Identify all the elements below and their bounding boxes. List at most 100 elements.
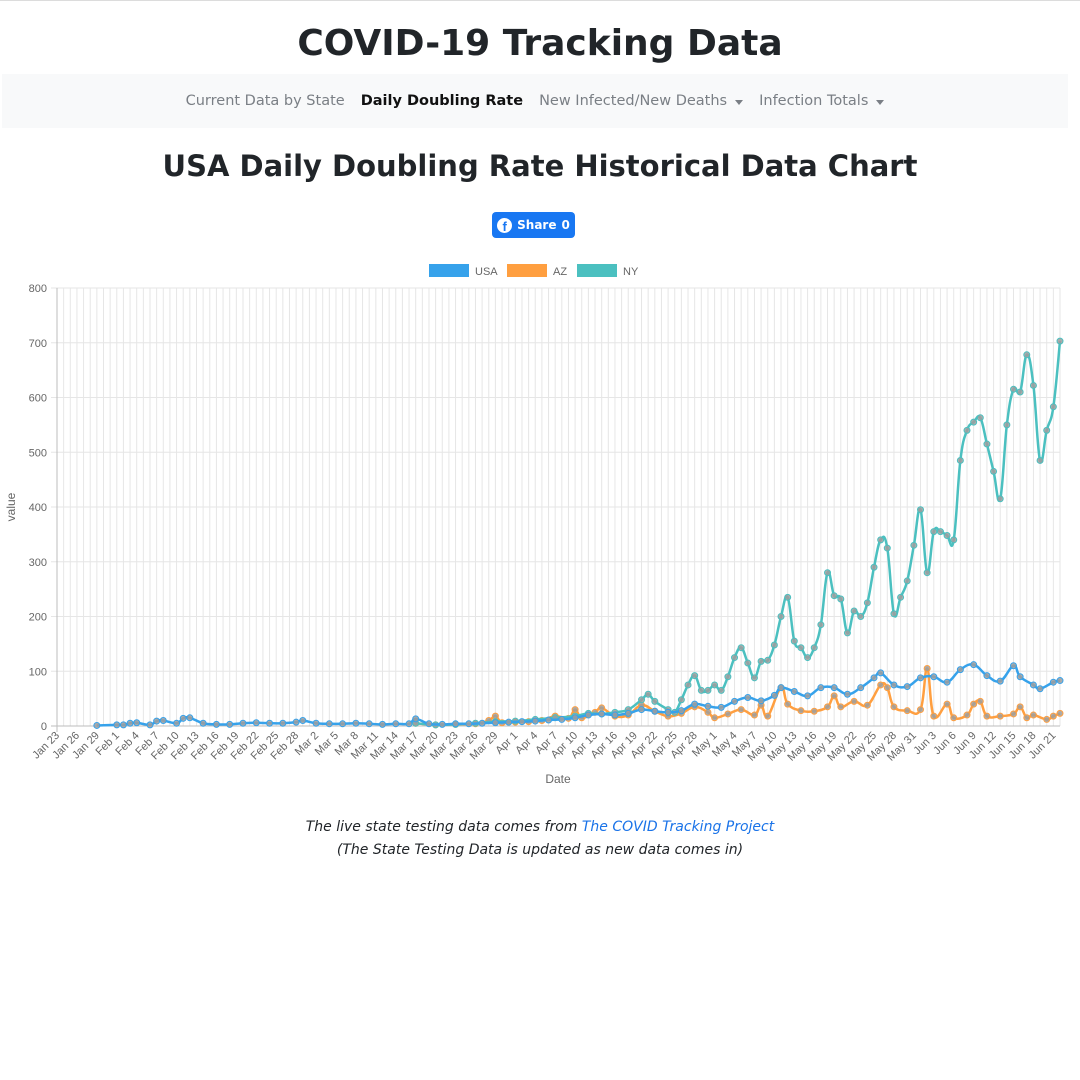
data-point-ny[interactable] xyxy=(638,696,646,704)
data-point-ny[interactable] xyxy=(950,536,958,544)
data-point-ny[interactable] xyxy=(996,495,1004,503)
data-point-az[interactable] xyxy=(1023,714,1031,722)
data-point-usa[interactable] xyxy=(545,716,553,724)
data-point-ny[interactable] xyxy=(863,599,871,607)
data-point-ny[interactable] xyxy=(697,686,705,694)
data-point-usa[interactable] xyxy=(378,720,386,728)
data-point-usa[interactable] xyxy=(93,721,101,729)
data-point-ny[interactable] xyxy=(711,681,719,689)
data-point-usa[interactable] xyxy=(153,717,161,725)
data-point-ny[interactable] xyxy=(943,531,951,539)
data-point-ny[interactable] xyxy=(684,681,692,689)
data-point-ny[interactable] xyxy=(717,686,725,694)
data-point-usa[interactable] xyxy=(505,718,513,726)
data-point-ny[interactable] xyxy=(910,541,918,549)
data-point-usa[interactable] xyxy=(531,717,539,725)
data-point-usa[interactable] xyxy=(777,684,785,692)
data-point-usa[interactable] xyxy=(405,720,413,728)
data-point-usa[interactable] xyxy=(226,720,234,728)
data-point-usa[interactable] xyxy=(611,711,619,719)
data-point-ny[interactable] xyxy=(843,629,851,637)
data-point-az[interactable] xyxy=(877,681,885,689)
data-point-usa[interactable] xyxy=(412,715,420,723)
data-point-usa[interactable] xyxy=(651,707,659,715)
data-point-ny[interactable] xyxy=(1049,403,1057,411)
data-point-ny[interactable] xyxy=(804,654,812,662)
data-point-az[interactable] xyxy=(830,692,838,700)
data-point-usa[interactable] xyxy=(571,714,579,722)
data-point-usa[interactable] xyxy=(292,718,300,726)
data-point-ny[interactable] xyxy=(651,697,659,705)
data-point-az[interactable] xyxy=(1049,712,1057,720)
data-point-az[interactable] xyxy=(598,704,606,712)
data-point-ny[interactable] xyxy=(837,595,845,603)
data-point-usa[interactable] xyxy=(704,702,712,710)
data-point-usa[interactable] xyxy=(186,714,194,722)
data-point-usa[interactable] xyxy=(691,700,699,708)
data-point-usa[interactable] xyxy=(970,661,978,669)
data-point-ny[interactable] xyxy=(1036,456,1044,464)
data-point-az[interactable] xyxy=(970,700,978,708)
data-point-az[interactable] xyxy=(923,665,931,673)
data-point-usa[interactable] xyxy=(438,720,446,728)
data-point-usa[interactable] xyxy=(804,692,812,700)
data-point-az[interactable] xyxy=(1043,715,1051,723)
data-point-ny[interactable] xyxy=(990,467,998,475)
data-point-usa[interactable] xyxy=(877,669,885,677)
data-point-ny[interactable] xyxy=(1010,385,1018,393)
facebook-share-button[interactable]: f Share 0 xyxy=(492,212,575,238)
data-point-ny[interactable] xyxy=(970,418,978,426)
data-point-usa[interactable] xyxy=(638,706,646,714)
data-point-usa[interactable] xyxy=(790,688,798,696)
data-point-az[interactable] xyxy=(1016,703,1024,711)
data-point-usa[interactable] xyxy=(119,721,127,729)
data-point-usa[interactable] xyxy=(392,720,400,728)
data-point-usa[interactable] xyxy=(890,681,898,689)
nav-current-data[interactable]: Current Data by State xyxy=(178,93,353,109)
data-point-ny[interactable] xyxy=(790,637,798,645)
data-point-az[interactable] xyxy=(784,700,792,708)
data-point-az[interactable] xyxy=(943,700,951,708)
data-point-ny[interactable] xyxy=(897,593,905,601)
data-point-usa[interactable] xyxy=(126,719,134,727)
data-point-usa[interactable] xyxy=(1049,678,1057,686)
data-point-usa[interactable] xyxy=(598,710,606,718)
data-point-usa[interactable] xyxy=(664,708,672,716)
data-point-ny[interactable] xyxy=(817,621,825,629)
data-point-ny[interactable] xyxy=(883,544,891,552)
data-point-az[interactable] xyxy=(764,712,772,720)
data-point-ny[interactable] xyxy=(824,569,832,577)
data-point-usa[interactable] xyxy=(352,719,360,727)
data-point-ny[interactable] xyxy=(917,506,925,514)
legend-label-az[interactable]: AZ xyxy=(553,266,567,278)
data-point-az[interactable] xyxy=(724,710,732,718)
data-point-usa[interactable] xyxy=(1036,685,1044,693)
data-point-ny[interactable] xyxy=(691,672,699,680)
data-point-usa[interactable] xyxy=(830,684,838,692)
data-point-ny[interactable] xyxy=(810,644,818,652)
nav-daily-doubling-rate[interactable]: Daily Doubling Rate xyxy=(353,93,531,109)
data-point-ny[interactable] xyxy=(731,654,739,662)
data-point-ny[interactable] xyxy=(956,456,964,464)
data-point-ny[interactable] xyxy=(983,440,991,448)
data-point-az[interactable] xyxy=(983,712,991,720)
data-point-usa[interactable] xyxy=(339,720,347,728)
data-point-az[interactable] xyxy=(1010,710,1018,718)
data-point-ny[interactable] xyxy=(963,426,971,434)
covid-tracking-project-link[interactable]: The COVID Tracking Project xyxy=(581,819,775,835)
data-point-ny[interactable] xyxy=(744,659,752,667)
data-point-az[interactable] xyxy=(1056,709,1064,717)
data-point-usa[interactable] xyxy=(325,720,333,728)
legend-label-usa[interactable]: USA xyxy=(475,266,498,278)
data-point-ny[interactable] xyxy=(1003,421,1011,429)
data-point-ny[interactable] xyxy=(757,657,765,665)
data-point-ny[interactable] xyxy=(737,644,745,652)
data-point-usa[interactable] xyxy=(133,719,141,727)
data-point-usa[interactable] xyxy=(1010,662,1018,670)
data-point-usa[interactable] xyxy=(624,709,632,717)
legend-swatch-usa[interactable] xyxy=(429,264,469,277)
data-point-usa[interactable] xyxy=(212,720,220,728)
legend-swatch-az[interactable] xyxy=(507,264,547,277)
data-point-ny[interactable] xyxy=(1056,337,1064,345)
data-point-usa[interactable] xyxy=(279,719,287,727)
